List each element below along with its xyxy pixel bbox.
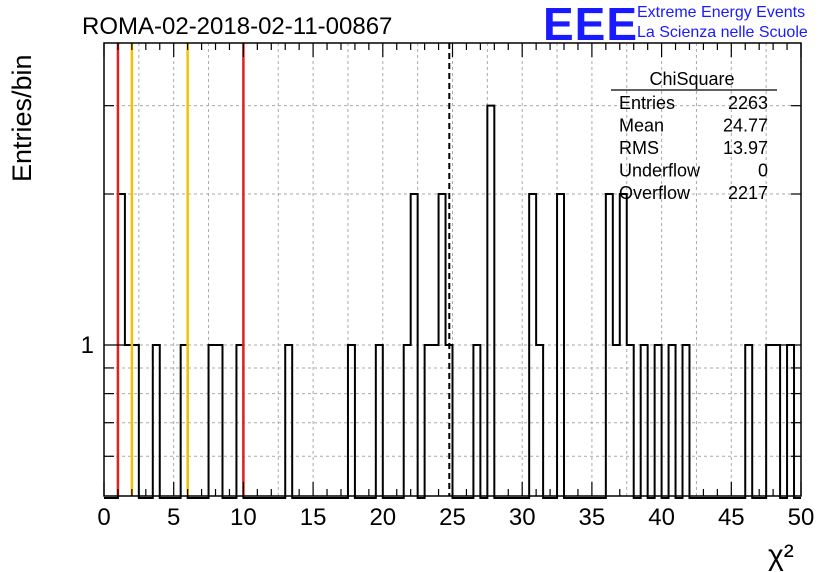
x-tick-label: 5 [167,504,180,531]
stats-value: 2263 [728,93,768,113]
histogram-bin [209,345,216,496]
histogram-bin [348,345,355,496]
x-tick-label: 35 [579,504,606,531]
reference-lines [116,43,451,496]
histogram-bin [613,345,620,496]
histogram-bin [487,106,494,496]
histogram-bin [620,194,627,496]
stats-value: 24.77 [723,116,768,136]
histogram-bin [766,345,773,496]
x-tick-label: 25 [439,504,466,531]
histogram-bin [655,345,662,496]
histogram-bin [529,194,536,496]
histogram-bin [216,345,223,496]
histogram-bars [104,104,801,499]
stats-value: 2217 [728,183,768,203]
y-axis-label: Entries/bin [7,54,37,182]
axis-ticks: 0 5 10 15 20 25 30 35 40 45 50 1 [81,43,815,531]
y-tick-label: 1 [81,332,94,359]
histogram-bin [285,345,292,496]
x-tick-label: 10 [230,504,257,531]
histogram-bin [473,345,480,496]
stats-value: 0 [758,161,768,181]
run-title: ROMA-02-2018-02-11-00867 [82,13,392,40]
stats-label: Underflow [619,161,701,181]
x-axis-label: χ² [768,539,794,572]
histogram-bin [536,345,543,496]
x-tick-label: 20 [369,504,396,531]
stats-label: Mean [619,116,664,136]
histogram-bin [641,345,648,496]
stats-box: ChiSquare Entries 2263 Mean 24.77 RMS 13.97 Un… [611,69,777,203]
stats-rows: Entries 2263 Mean 24.77 RMS 13.97 Underflow 0 Ov… [619,93,768,203]
x-tick-label: 50 [788,504,815,531]
x-tick-label: 45 [718,504,745,531]
histogram-bin [745,345,752,496]
stats-label: Entries [619,93,675,113]
x-tick-label: 40 [648,504,675,531]
histogram-bin [439,194,446,496]
histogram-bin [627,345,634,496]
histogram-bin [425,345,432,496]
histogram-bin [376,345,383,496]
histogram-bin [411,194,418,496]
x-tick-label: 15 [300,504,327,531]
stats-label: Overflow [619,183,691,203]
histogram-bin [153,345,160,496]
logo-line-2: La Scienza nelle Scuole [637,24,808,41]
histogram-bin [683,345,690,496]
histogram-bin [773,345,780,496]
x-tick-label: 0 [97,504,110,531]
logo-line-1: Extreme Energy Events [637,4,806,21]
histogram-bin [404,345,411,496]
stats-title: ChiSquare [649,69,734,89]
x-tick-label: 30 [509,504,536,531]
histogram-outline [104,104,801,499]
histogram-bin [606,194,613,496]
stats-label: RMS [619,138,659,158]
eee-logo: EEE [543,0,639,50]
stats-value: 13.97 [723,138,768,158]
histogram-bin [557,194,564,496]
histogram-bin [669,345,676,496]
histogram-bin [432,345,439,496]
